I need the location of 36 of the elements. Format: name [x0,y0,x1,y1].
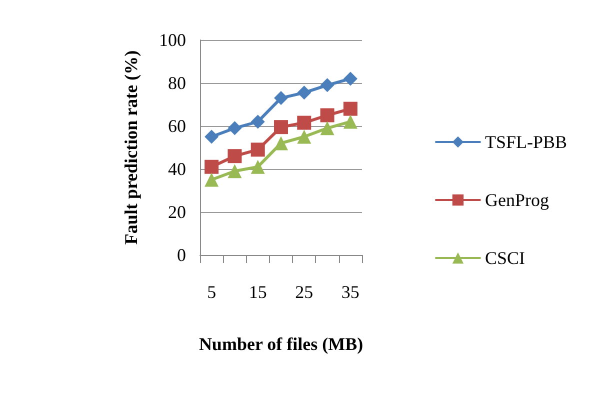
point [204,160,219,174]
point [320,78,334,92]
x-tick-label: 25 [295,282,314,302]
point [297,116,312,130]
legend-label: GenProg [484,190,549,210]
point [250,114,265,129]
y-tick-label: 100 [159,30,186,50]
x-tick-label: 35 [341,282,360,302]
point [343,102,358,116]
point [228,149,242,164]
point [228,164,242,178]
point [274,120,288,134]
point [228,121,242,136]
y-axis-title: Fault prediction rate (%) [121,50,141,245]
point [320,121,334,136]
point [343,72,358,86]
point [320,108,334,122]
x-tick-label: 5 [207,282,216,302]
point [274,91,288,106]
point [250,142,265,157]
y-tick-label: 80 [168,73,186,93]
y-tick-label: 60 [168,116,186,136]
point [204,130,219,144]
legend-label: CSCI [484,248,526,268]
x-tick-label: 15 [248,282,267,302]
legend-label: TSFL-PBB [484,132,568,152]
point [297,86,312,100]
point [204,172,219,187]
point [274,136,288,150]
point [250,160,265,174]
point [343,114,358,129]
y-tick-label: 0 [177,245,186,265]
point [297,130,312,144]
x-axis-title: Number of files (MB) [198,334,364,354]
y-tick-label: 40 [168,159,186,179]
y-tick-label: 20 [168,202,186,222]
